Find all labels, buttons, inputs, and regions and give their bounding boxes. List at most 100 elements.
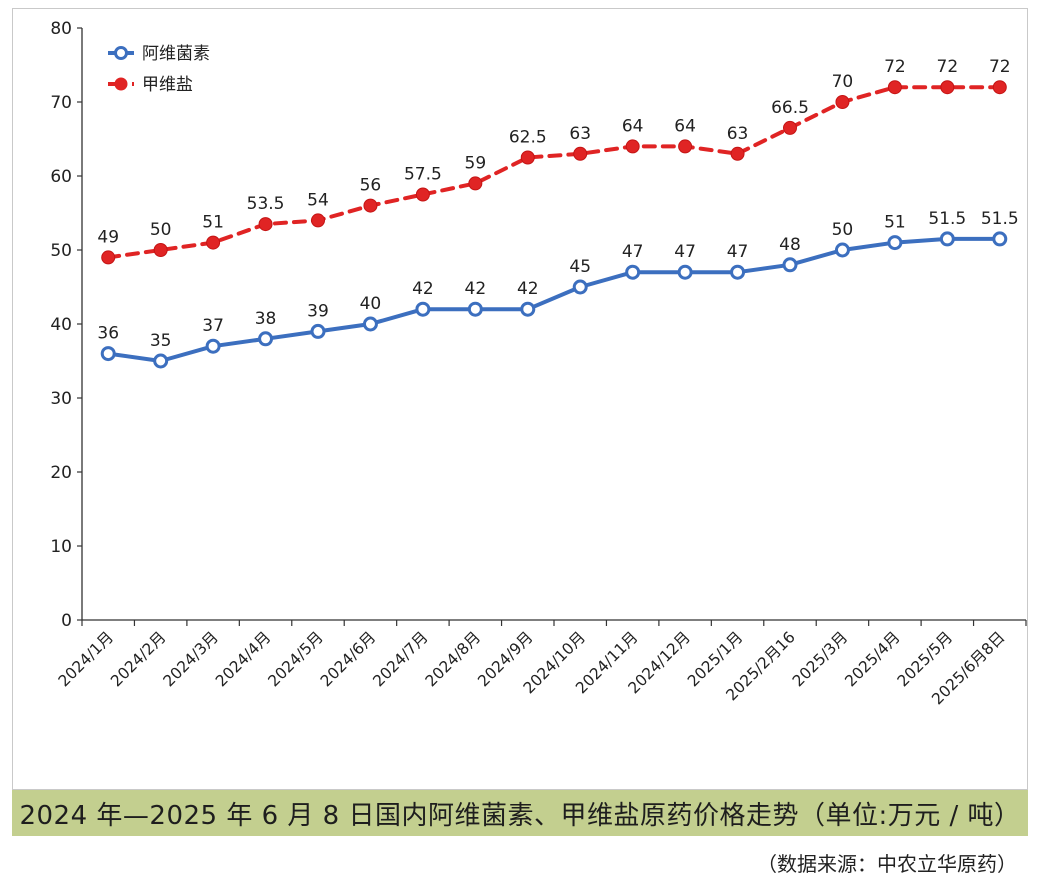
- data-point: [939, 231, 955, 247]
- data-point: [887, 80, 902, 95]
- data-point: [940, 80, 955, 95]
- y-tick-label: 60: [50, 167, 72, 187]
- data-label: 64: [622, 116, 644, 136]
- data-label: 37: [202, 316, 224, 336]
- legend-item: 甲维盐: [108, 75, 193, 95]
- data-point: [311, 213, 325, 228]
- data-point: [468, 176, 483, 191]
- data-point: [205, 338, 221, 354]
- legend-marker: [114, 77, 128, 91]
- legend-marker: [114, 46, 128, 60]
- y-tick-label: 70: [50, 93, 72, 113]
- data-point: [258, 217, 273, 232]
- data-point: [887, 235, 903, 251]
- data-label: 51: [884, 213, 906, 233]
- x-tick-label: 2024/8月: [422, 628, 484, 690]
- data-point: [310, 323, 326, 339]
- data-label: 35: [150, 331, 172, 351]
- x-tick-label: 2024/5月: [265, 628, 327, 690]
- data-point: [992, 80, 1007, 95]
- data-label: 57.5: [404, 165, 442, 185]
- series-line: [106, 85, 1002, 260]
- data-label: 72: [884, 57, 906, 77]
- data-label: 47: [727, 242, 749, 262]
- data-label: 45: [569, 257, 591, 277]
- x-tick-label: 2024/1月: [55, 628, 117, 690]
- data-point: [153, 353, 169, 369]
- data-label: 47: [622, 242, 644, 262]
- series-line: [106, 236, 1002, 363]
- data-label: 59: [465, 153, 487, 173]
- data-point: [625, 264, 641, 280]
- data-label: 48: [779, 235, 801, 255]
- data-label: 63: [727, 124, 749, 144]
- data-label: 63: [569, 124, 591, 144]
- y-tick-label: 10: [50, 537, 72, 557]
- data-point: [101, 250, 116, 265]
- data-label: 64: [674, 116, 696, 136]
- data-label: 42: [465, 279, 487, 299]
- data-label: 70: [832, 72, 854, 92]
- data-point: [206, 235, 221, 250]
- data-label: 50: [832, 220, 854, 240]
- y-tick-label: 80: [50, 19, 72, 39]
- data-point: [834, 242, 850, 258]
- data-point: [835, 95, 850, 109]
- data-label: 51.5: [928, 209, 966, 229]
- data-point: [625, 139, 640, 154]
- data-label: 51.5: [981, 209, 1019, 229]
- x-tick-label: 2024/3月: [160, 628, 222, 690]
- legend-label: 甲维盐: [142, 75, 193, 95]
- series-abamectin: 36 35 37 38 39 40 42 42 42 45 47 47 47 48 50 51 51.5 51.5: [97, 209, 1019, 369]
- data-label: 50: [150, 220, 172, 240]
- chart-caption-bar: 2024 年—2025 年 6 月 8 日国内阿维菌素、甲维盐原药价格走势（单位…: [12, 790, 1028, 836]
- data-point: [520, 150, 535, 165]
- data-point: [992, 231, 1008, 247]
- x-tick-label: 2024/6月: [317, 628, 379, 690]
- data-label: 62.5: [509, 128, 547, 148]
- data-label: 49: [97, 227, 119, 247]
- data-label: 53.5: [247, 194, 285, 214]
- data-point: [363, 198, 378, 213]
- data-point: [415, 187, 430, 202]
- line-chart: 010203040506070802024/1月2024/2月2024/3月20…: [50, 19, 1027, 708]
- y-tick-label: 50: [50, 241, 72, 261]
- data-label: 66.5: [771, 98, 809, 118]
- data-point: [782, 257, 798, 273]
- data-point: [678, 139, 693, 154]
- data-label: 51: [202, 213, 224, 233]
- data-label: 56: [360, 176, 382, 196]
- data-point: [520, 301, 536, 317]
- series-emamectin-benzoate: 49 50 51 53.5 54 56 57.5 59 62.5 63 64 64 63 66.5 70 72…: [97, 57, 1011, 265]
- x-tick-label: 2025/4月: [841, 628, 903, 690]
- chart-frame: [12, 8, 1028, 790]
- data-label: 42: [517, 279, 539, 299]
- data-point: [362, 316, 378, 332]
- data-label: 72: [989, 57, 1011, 77]
- y-tick-label: 0: [61, 611, 72, 631]
- data-point: [783, 120, 797, 135]
- data-point: [677, 264, 693, 280]
- data-source-note: （数据来源：中农立华原药）: [757, 852, 1017, 876]
- x-tick-label: 2024/2月: [107, 628, 169, 690]
- data-label: 42: [412, 279, 434, 299]
- x-tick-label: 2024/7月: [369, 628, 431, 690]
- data-point: [100, 346, 116, 362]
- data-point: [153, 243, 168, 257]
- y-tick-label: 20: [50, 463, 72, 483]
- data-point: [467, 301, 483, 317]
- x-tick-label: 2024/4月: [212, 628, 274, 690]
- data-label: 72: [937, 57, 959, 77]
- data-point: [730, 146, 745, 161]
- data-point: [258, 331, 274, 347]
- data-label: 38: [255, 309, 277, 329]
- data-point: [572, 279, 588, 295]
- data-label: 40: [360, 294, 382, 314]
- legend-item: 阿维菌素: [108, 44, 210, 64]
- chart-title: 2024 年—2025 年 6 月 8 日国内阿维菌素、甲维盐原药价格走势（单位…: [19, 800, 1021, 831]
- y-tick-label: 30: [50, 389, 72, 409]
- x-tick-label: 2025/3月: [789, 628, 851, 690]
- data-point: [730, 264, 746, 280]
- data-label: 54: [307, 190, 329, 210]
- data-label: 47: [674, 242, 696, 262]
